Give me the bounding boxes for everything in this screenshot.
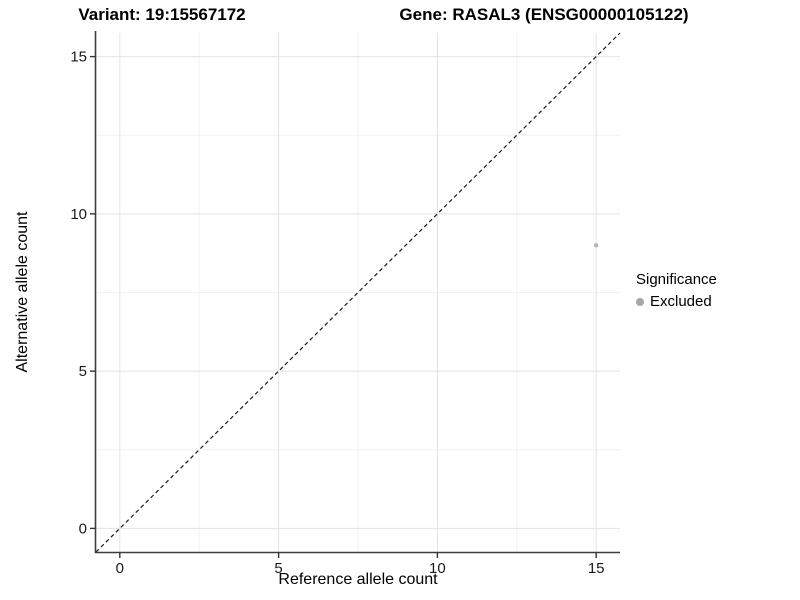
x-tick-label: 10	[429, 560, 446, 577]
data-point	[593, 243, 599, 248]
identity-dashed-line	[95, 32, 621, 553]
legend-item-label: Excluded	[650, 293, 712, 310]
x-tick-label: 0	[116, 560, 124, 577]
y-tick-label: 15	[70, 49, 87, 66]
legend-point-swatch-icon	[636, 297, 644, 306]
y-tick-label: 5	[79, 363, 87, 380]
y-tick-label: 0	[79, 520, 87, 537]
x-tick-label: 15	[588, 560, 605, 577]
variant-title: Variant: 19:15567172	[78, 5, 246, 24]
gene-title: Gene: RASAL3 (ENSG00000105122)	[399, 5, 689, 24]
x-axis-title: Reference allele count	[278, 571, 438, 588]
y-axis-title: Alternative allele count	[14, 211, 31, 373]
legend: Significance Excluded	[636, 271, 717, 310]
x-tick-label: 5	[274, 560, 282, 577]
legend-item-excluded: Excluded	[636, 293, 717, 310]
y-tick-label: 10	[70, 206, 87, 223]
legend-title: Significance	[636, 271, 717, 288]
